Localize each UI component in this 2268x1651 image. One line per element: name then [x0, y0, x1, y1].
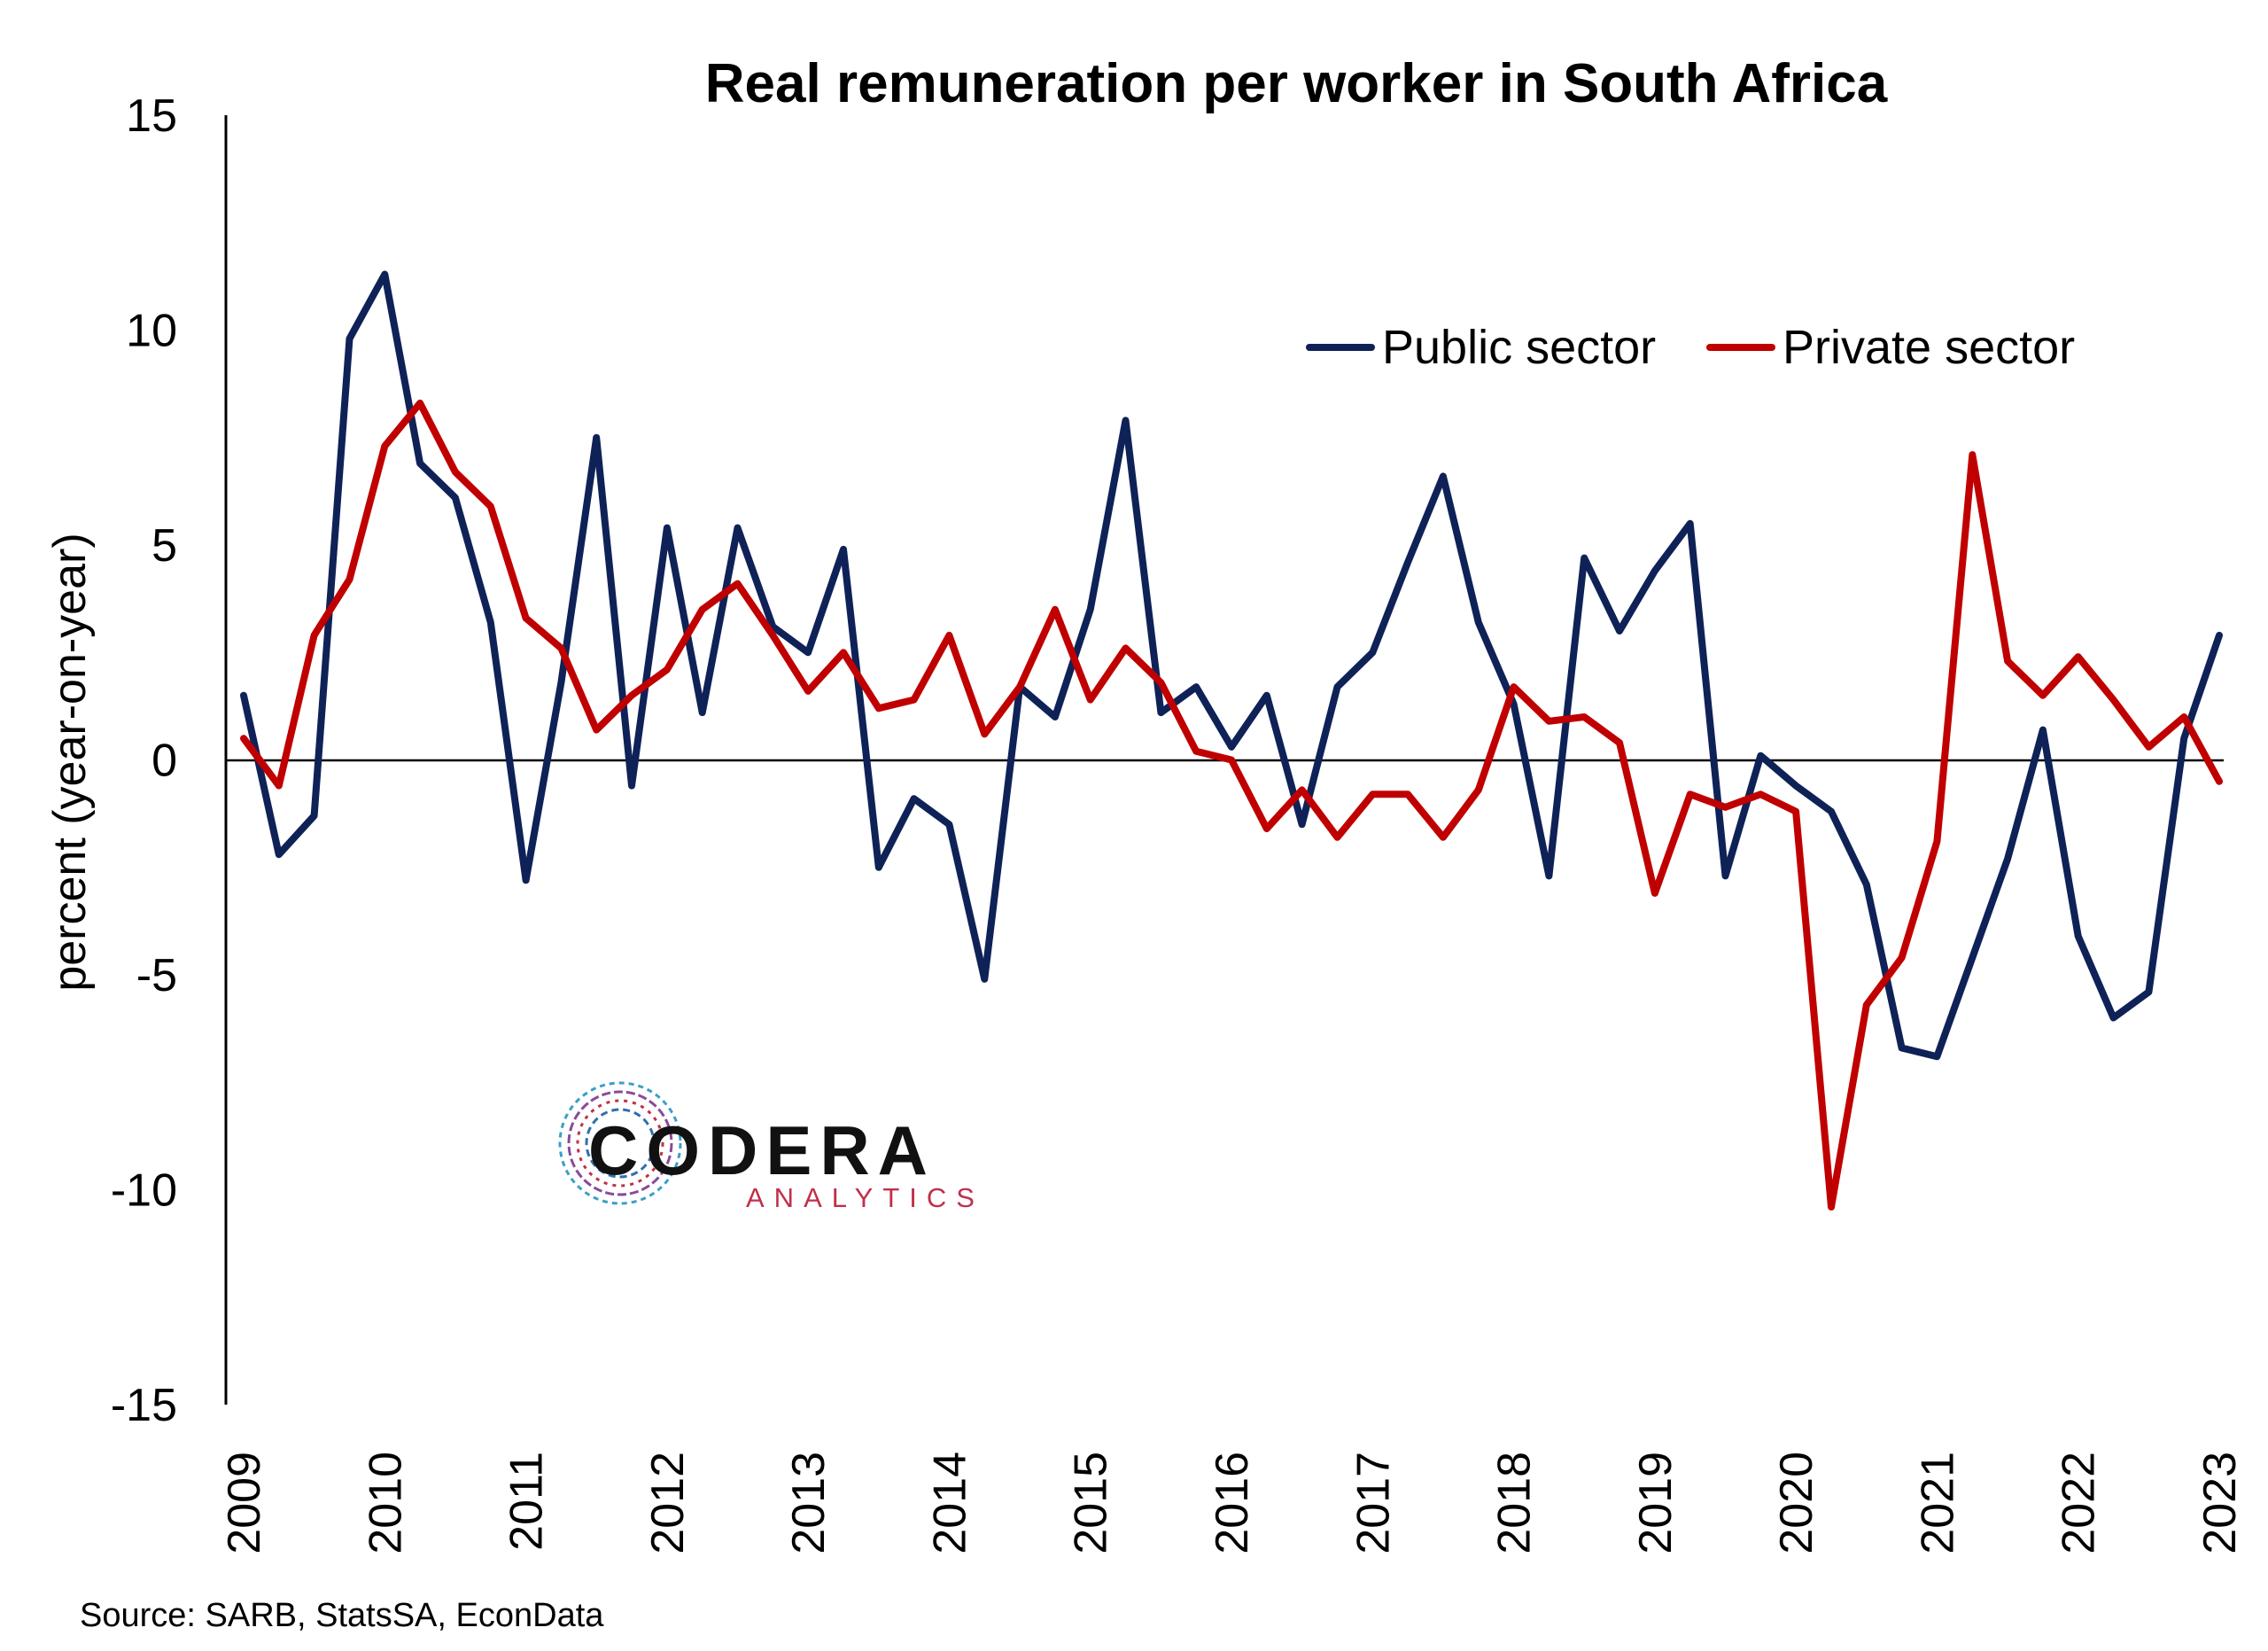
x-tick-label: 2014: [924, 1452, 975, 1554]
y-tick-label: -10: [111, 1165, 177, 1217]
x-tick-label: 2017: [1348, 1452, 1399, 1554]
x-tick-label: 2016: [1207, 1452, 1258, 1554]
x-tick-label: 2015: [1066, 1452, 1117, 1554]
source-note: Source: SARB, StatsSA, EconData: [80, 1597, 604, 1634]
y-tick-label: 10: [126, 306, 177, 357]
y-tick-label: 15: [126, 90, 177, 142]
y-tick-label: -5: [136, 950, 177, 1001]
x-tick-label: 2022: [2054, 1452, 2105, 1554]
codera-logo: CODERA ANALYTICS: [558, 1081, 984, 1213]
y-tick-label: 0: [151, 736, 177, 787]
logo-subtitle: ANALYTICS: [746, 1182, 984, 1213]
x-tick-label: 2012: [642, 1452, 694, 1554]
legend-label-public: Public sector: [1382, 321, 1656, 374]
legend-label-private: Private sector: [1783, 321, 2075, 374]
x-tick-label: 2011: [501, 1452, 553, 1551]
chart-title: Real remuneration per worker in South Af…: [705, 53, 1888, 114]
series-line-private-sector: [240, 399, 2223, 1211]
x-tick-label: 2018: [1489, 1452, 1541, 1554]
series-layer: [240, 270, 2223, 1211]
y-tick-label: 5: [151, 520, 177, 572]
x-axis-ticks: 2009 2010 2011 2012 2013 2014 2015 2016 2017 2018…: [219, 1452, 2246, 1554]
x-tick-label: 2009: [219, 1452, 270, 1554]
x-tick-label: 2013: [783, 1452, 835, 1554]
x-tick-label: 2020: [1771, 1452, 1822, 1554]
logo-ring-icon: [558, 1081, 682, 1205]
x-tick-label: 2023: [2194, 1452, 2246, 1554]
x-tick-label: 2010: [360, 1452, 411, 1554]
logo-name: CODERA: [588, 1111, 936, 1189]
y-axis-ticks: 15 10 5 0 -5 -10 -15: [111, 90, 177, 1431]
x-tick-label: 2019: [1630, 1452, 1682, 1554]
series-line-public-sector: [240, 270, 2223, 1061]
x-tick-label: 2021: [1912, 1452, 1963, 1554]
y-tick-label: -15: [111, 1380, 177, 1431]
legend: Public sector Private sector: [1306, 321, 2075, 374]
y-axis-label: percent (year-on-year): [44, 533, 96, 991]
